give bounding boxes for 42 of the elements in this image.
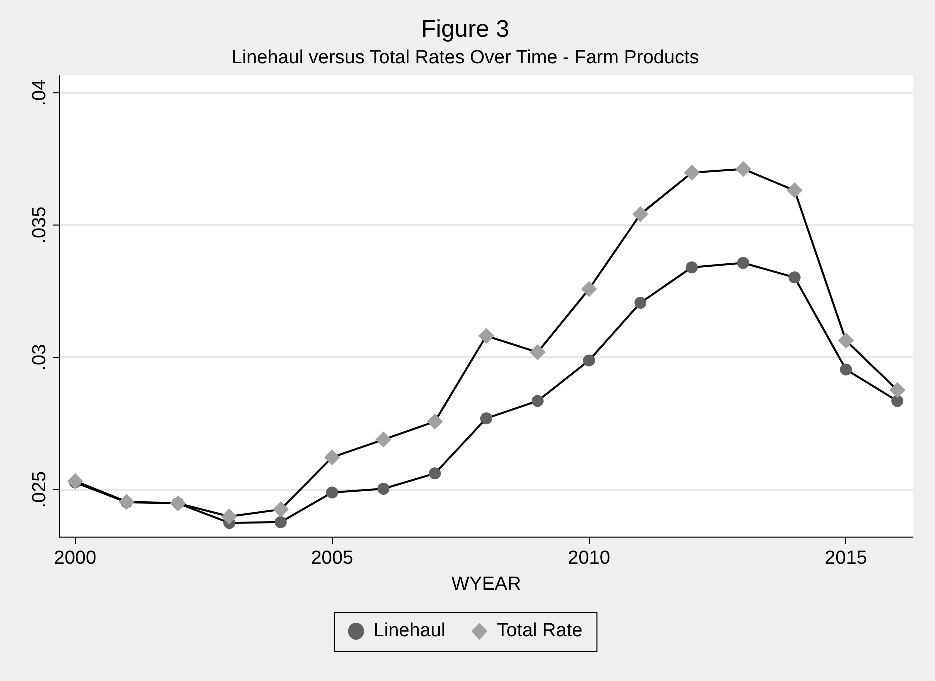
point xyxy=(737,257,750,270)
point xyxy=(118,494,135,510)
point xyxy=(892,395,904,408)
x-tick-label: 2010 xyxy=(568,548,610,570)
point xyxy=(324,450,340,466)
point xyxy=(272,502,289,518)
point xyxy=(581,281,598,298)
point xyxy=(788,272,801,284)
point xyxy=(429,468,442,480)
x-tick-label: 2005 xyxy=(311,548,354,570)
y-tick-label: .025 xyxy=(30,471,51,508)
point xyxy=(838,332,854,349)
point xyxy=(67,473,84,490)
point xyxy=(583,354,596,367)
x-axis-title: WYEAR xyxy=(452,574,522,595)
x-tick-label: 2000 xyxy=(54,548,97,570)
legend-label: Total Rate xyxy=(497,620,583,642)
point xyxy=(376,432,392,448)
point xyxy=(532,395,544,408)
point xyxy=(684,164,700,181)
legend-label: Linehaul xyxy=(374,620,446,642)
y-tick-label: .04 xyxy=(30,79,51,106)
point xyxy=(480,412,492,425)
point xyxy=(378,483,390,495)
point xyxy=(478,328,494,344)
point xyxy=(530,344,546,361)
point xyxy=(840,364,852,376)
y-tick-label: .035 xyxy=(30,206,51,244)
point xyxy=(326,486,338,499)
chart-subtitle: Linehaul versus Total Rates Over Time - Farm Products xyxy=(232,47,700,68)
y-tick-label: .03 xyxy=(30,344,51,371)
point xyxy=(632,206,649,222)
point xyxy=(427,414,444,430)
point xyxy=(735,161,752,178)
point xyxy=(890,382,906,398)
point xyxy=(222,508,238,525)
point xyxy=(634,297,647,310)
chart-title: Figure 3 xyxy=(421,16,510,44)
point xyxy=(274,516,287,528)
point xyxy=(686,262,698,274)
x-tick-label: 2015 xyxy=(825,548,868,570)
point xyxy=(786,182,803,199)
